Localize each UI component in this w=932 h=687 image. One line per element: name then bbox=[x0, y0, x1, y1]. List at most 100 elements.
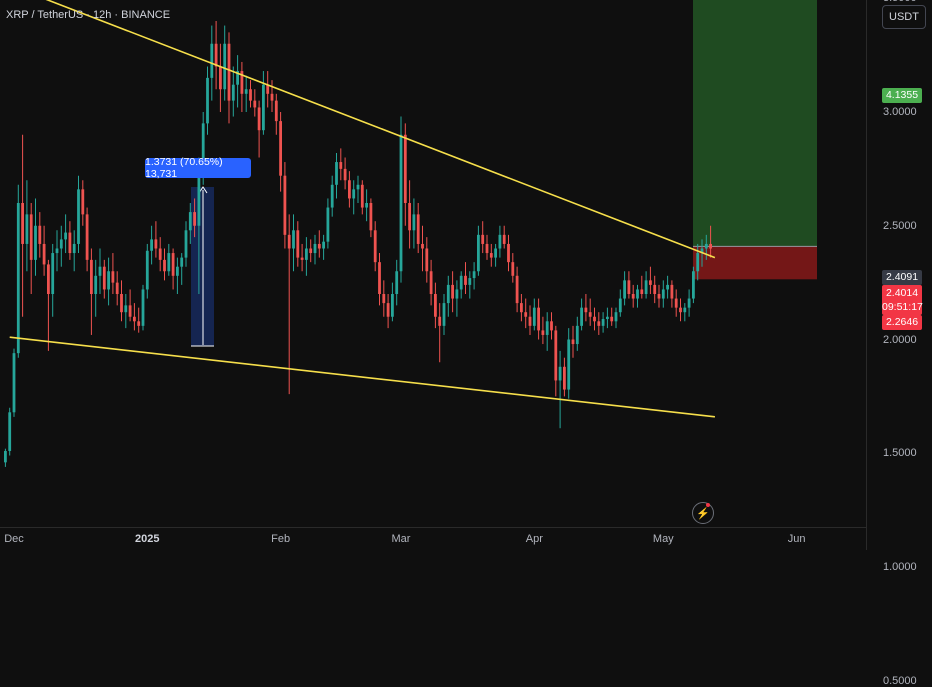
stop-zone bbox=[693, 246, 817, 280]
candle-body bbox=[532, 307, 536, 326]
candle-body bbox=[528, 316, 532, 326]
upper-trendline bbox=[45, 0, 716, 259]
candle-body bbox=[163, 259, 166, 272]
candle-body bbox=[661, 289, 665, 299]
candle-body bbox=[670, 284, 674, 299]
candle-body bbox=[81, 189, 85, 215]
candle-body bbox=[412, 214, 416, 231]
candle-body bbox=[631, 294, 635, 299]
candle-body bbox=[137, 321, 141, 326]
candle-body bbox=[597, 321, 601, 326]
candle-body bbox=[184, 230, 188, 258]
candle-body bbox=[408, 203, 411, 231]
price-axis-tick: 3.5000 bbox=[883, 0, 917, 4]
candle-body bbox=[636, 289, 639, 299]
symbol-title[interactable]: XRP / TetherUS · 12h · BINANCE bbox=[6, 9, 171, 21]
candle-body bbox=[292, 230, 295, 249]
candle-body bbox=[511, 262, 515, 276]
candle-body bbox=[558, 366, 562, 381]
candle-body bbox=[16, 203, 20, 354]
candle-body bbox=[704, 243, 708, 249]
candle-body bbox=[102, 266, 106, 290]
currency-button[interactable]: USDT bbox=[882, 5, 926, 29]
candle-body bbox=[313, 243, 317, 254]
candle-body bbox=[567, 339, 571, 390]
time-axis-tick: 2025 bbox=[135, 533, 160, 545]
price-chart[interactable] bbox=[0, 0, 932, 550]
candle-body bbox=[274, 100, 278, 122]
candle-body bbox=[171, 253, 175, 276]
candle-body bbox=[571, 339, 575, 345]
last-price-tag: 2.4014 09:51:17 bbox=[882, 285, 923, 315]
candle-body bbox=[434, 294, 437, 317]
candle-body bbox=[425, 248, 429, 272]
candle-body bbox=[266, 84, 270, 94]
candle-body bbox=[72, 243, 76, 254]
candle-body bbox=[115, 282, 119, 294]
measure-label: 1.3731 (70.65%) 13,731 bbox=[145, 156, 251, 180]
candle-body bbox=[180, 257, 184, 267]
candle-body bbox=[352, 189, 356, 199]
candle-body bbox=[477, 234, 480, 272]
candle-body bbox=[94, 275, 98, 294]
candle-body bbox=[193, 212, 196, 226]
candle-body bbox=[231, 84, 235, 101]
countdown-value: 09:51:17 bbox=[882, 301, 923, 313]
candle-body bbox=[206, 77, 209, 124]
candle-body bbox=[249, 89, 252, 101]
candle-body bbox=[47, 264, 50, 294]
candle-body bbox=[627, 280, 631, 294]
candle-body bbox=[360, 184, 364, 208]
candle-body bbox=[283, 175, 287, 235]
lightning-icon[interactable]: ⚡ bbox=[692, 502, 714, 524]
candle-body bbox=[107, 271, 110, 290]
candle-body bbox=[575, 325, 579, 345]
candle-body bbox=[317, 243, 321, 249]
candle-body bbox=[300, 257, 304, 260]
candle-body bbox=[623, 280, 626, 299]
candle-body bbox=[244, 89, 248, 94]
candle-body bbox=[309, 248, 313, 254]
candle-body bbox=[197, 175, 201, 226]
candle-body bbox=[649, 280, 652, 285]
candle-body bbox=[348, 180, 351, 199]
candle-body bbox=[227, 43, 231, 101]
last-price-value: 2.4014 bbox=[885, 287, 919, 299]
candle-body bbox=[64, 232, 67, 240]
candle-body bbox=[133, 316, 136, 322]
measure-arrow-head bbox=[198, 186, 208, 194]
candle-body bbox=[120, 294, 123, 313]
candle-body bbox=[158, 248, 162, 260]
price-axis-tick: 1.5000 bbox=[883, 447, 917, 460]
candle-body bbox=[468, 278, 472, 285]
candle-body bbox=[98, 266, 102, 276]
candle-body bbox=[446, 284, 450, 304]
candle-body bbox=[429, 271, 433, 294]
candle-body bbox=[421, 243, 424, 249]
candle-body bbox=[464, 275, 467, 285]
candle-body bbox=[481, 234, 485, 244]
candle-body bbox=[601, 319, 605, 326]
candle-body bbox=[657, 294, 661, 299]
candle-body bbox=[210, 43, 214, 78]
candle-body bbox=[214, 43, 218, 67]
price-axis-tick: 2.5000 bbox=[883, 219, 917, 232]
candle-body bbox=[644, 280, 648, 294]
candle-body bbox=[55, 248, 59, 254]
candle-body bbox=[270, 93, 274, 101]
candle-body bbox=[520, 303, 523, 313]
time-axis-tick: Mar bbox=[391, 533, 411, 545]
candle-body bbox=[545, 321, 549, 335]
candle-body bbox=[610, 316, 614, 322]
stop-loss-price-tag: 2.2646 bbox=[882, 315, 922, 330]
candle-body bbox=[111, 271, 115, 283]
price-axis-tick: 0.5000 bbox=[883, 674, 917, 687]
candle-body bbox=[287, 234, 291, 249]
candle-body bbox=[700, 248, 704, 254]
candle-body bbox=[34, 225, 37, 260]
candle-body bbox=[683, 307, 687, 313]
candle-body bbox=[395, 271, 399, 294]
candle-body bbox=[343, 168, 347, 181]
candle-body bbox=[330, 184, 334, 208]
candle-body bbox=[502, 234, 506, 244]
